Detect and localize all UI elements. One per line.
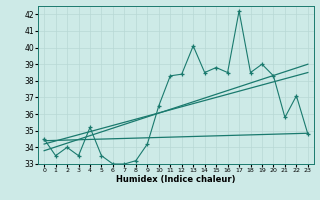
X-axis label: Humidex (Indice chaleur): Humidex (Indice chaleur) <box>116 175 236 184</box>
